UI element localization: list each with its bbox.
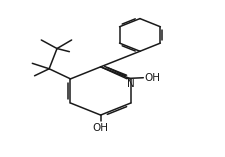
Text: OH: OH bbox=[144, 73, 160, 83]
Text: N: N bbox=[126, 79, 134, 89]
Text: OH: OH bbox=[92, 122, 108, 133]
